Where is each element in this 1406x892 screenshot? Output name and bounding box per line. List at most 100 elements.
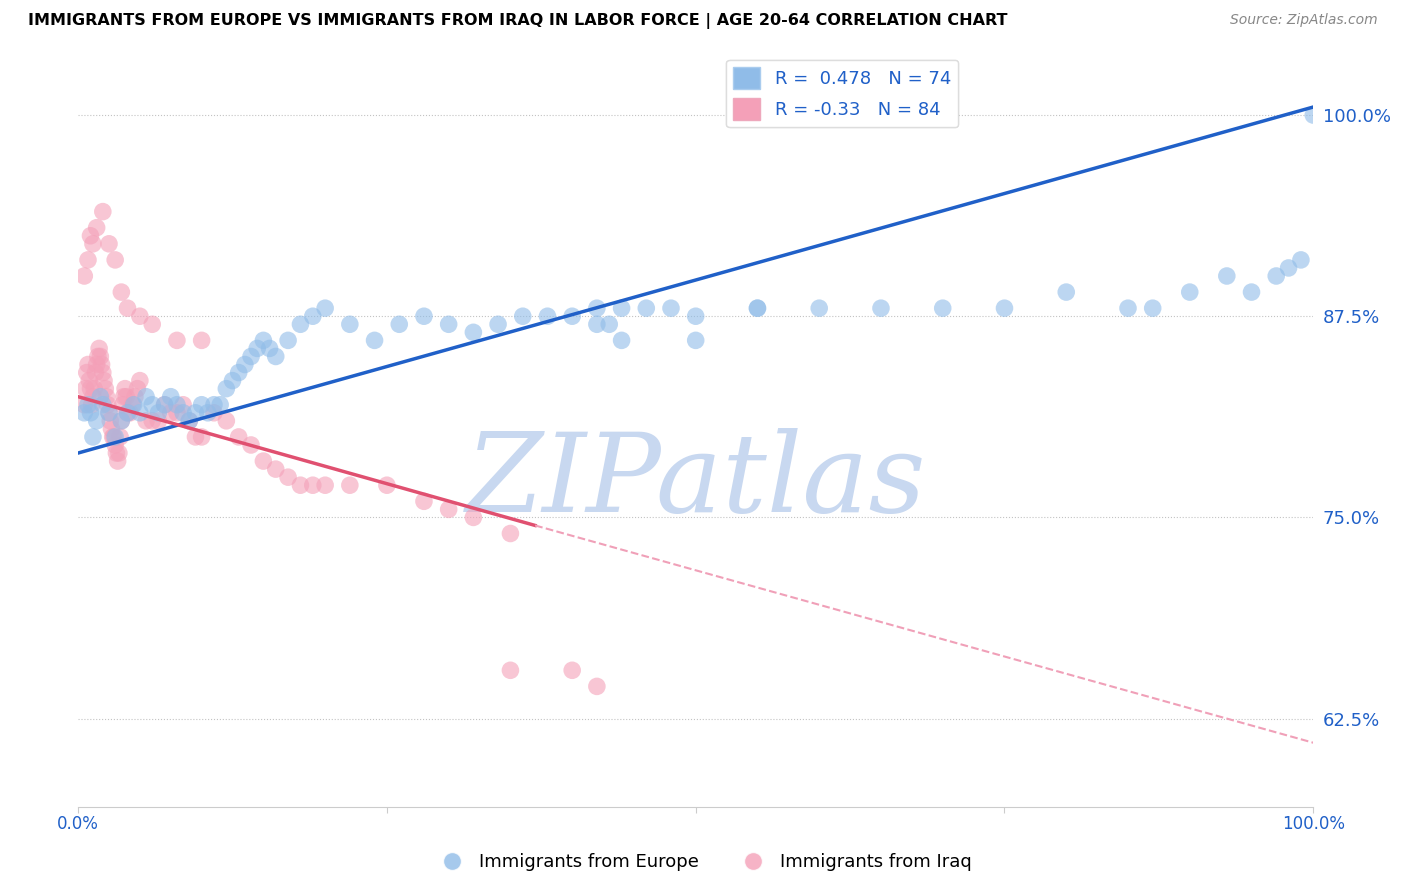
Point [636,301,658,315]
Point [104,438,127,452]
Point [1142,301,1164,315]
Text: 100.0%: 100.0% [1282,815,1344,833]
Point [259,342,281,356]
Point [127,382,149,396]
Point [83,382,105,396]
Point [240,438,263,452]
Point [73,406,96,420]
Point [536,310,558,324]
Point [100,422,122,436]
Point [264,462,287,476]
Point [97,398,120,412]
Point [87,350,110,364]
Point [76,366,98,380]
Point [86,220,108,235]
Point [114,382,136,396]
Point [128,374,150,388]
Point [610,334,633,348]
Point [89,350,111,364]
Point [747,301,769,315]
Point [110,285,132,299]
Point [1216,268,1239,283]
Point [117,406,139,420]
Point [128,406,150,420]
Point [111,398,134,412]
Point [290,478,312,492]
Point [870,301,893,315]
Point [586,318,609,332]
Point [209,398,232,412]
Point [1265,268,1288,283]
Text: IMMIGRANTS FROM EUROPE VS IMMIGRANTS FROM IRAQ IN LABOR FORCE | AGE 20-64 CORREL: IMMIGRANTS FROM EUROPE VS IMMIGRANTS FRO… [28,13,1008,29]
Point [117,406,139,420]
Point [107,454,129,468]
Point [486,318,509,332]
Point [932,301,955,315]
Point [98,406,121,420]
Point [94,382,117,396]
Point [73,268,96,283]
Point [228,366,250,380]
Point [437,502,460,516]
Point [141,414,163,428]
Point [228,430,250,444]
Point [598,318,620,332]
Point [1178,285,1201,299]
Point [159,406,181,420]
Point [463,510,485,524]
Point [1277,260,1299,275]
Point [659,301,682,315]
Point [118,406,141,420]
Point [314,478,336,492]
Point [93,374,115,388]
Point [121,398,143,412]
Point [86,414,108,428]
Legend: Immigrants from Europe, Immigrants from Iraq: Immigrants from Europe, Immigrants from … [427,847,979,879]
Point [993,301,1015,315]
Point [77,358,100,372]
Point [172,398,194,412]
Point [104,430,127,444]
Point [499,663,522,677]
Point [87,342,110,356]
Point [91,204,114,219]
Point [98,414,121,428]
Point [98,406,121,420]
Point [301,310,323,324]
Legend: R =  0.478   N = 74, R = -0.33   N = 84: R = 0.478 N = 74, R = -0.33 N = 84 [725,60,959,128]
Point [264,350,287,364]
Point [96,390,118,404]
Point [110,414,132,428]
Point [166,398,188,412]
Point [105,446,128,460]
Point [77,374,100,388]
Point [808,301,831,315]
Point [388,318,411,332]
Point [179,414,201,428]
Point [112,390,135,404]
Point [190,334,212,348]
Point [141,318,163,332]
Text: ZIPatlas: ZIPatlas [465,428,927,535]
Point [89,390,111,404]
Point [685,310,707,324]
Point [104,252,127,267]
Point [98,236,121,251]
Point [413,310,436,324]
Point [413,494,436,508]
Point [166,334,188,348]
Point [135,414,157,428]
Point [339,478,361,492]
Point [197,406,219,420]
Point [463,326,485,340]
Point [561,310,583,324]
Text: Source: ZipAtlas.com: Source: ZipAtlas.com [1230,13,1378,28]
Point [82,430,104,444]
Point [1116,301,1139,315]
Point [215,382,238,396]
Point [82,236,104,251]
Point [375,478,398,492]
Point [77,398,100,412]
Point [91,366,114,380]
Point [117,301,139,315]
